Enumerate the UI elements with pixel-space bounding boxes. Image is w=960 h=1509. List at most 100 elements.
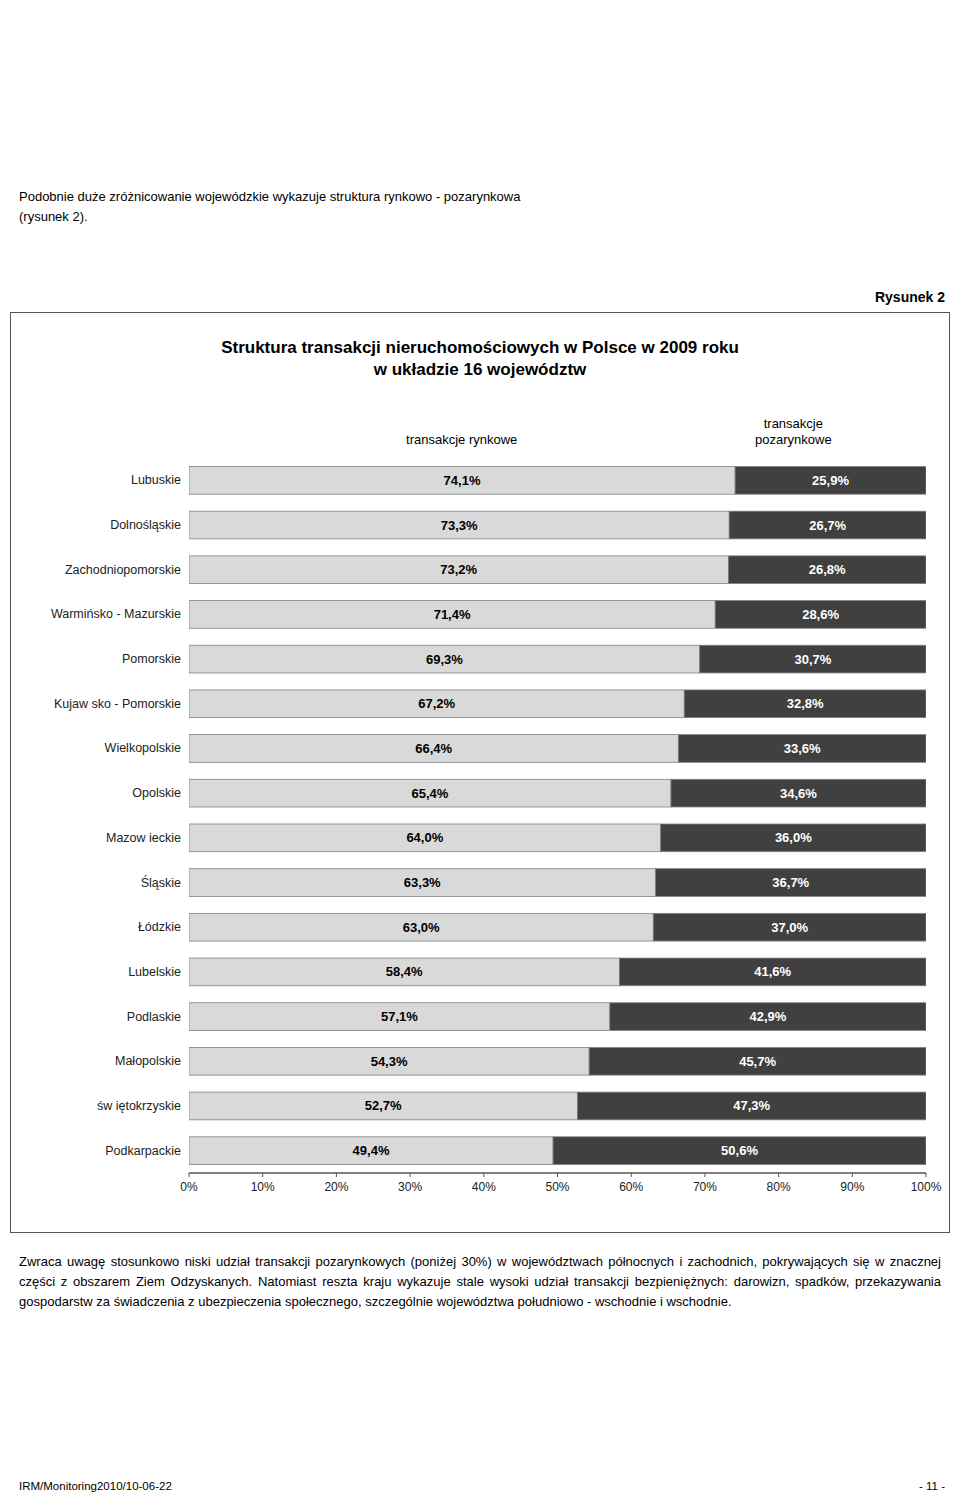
data-label: 45,7%: [739, 1054, 776, 1069]
x-tick-label: 50%: [545, 1180, 569, 1194]
category-label: Zachodniopomorskie: [65, 563, 181, 577]
data-label: 63,0%: [403, 920, 440, 935]
annotation: Rysunek 2: [875, 288, 945, 308]
category-label: Podlaskie: [127, 1010, 181, 1024]
x-tick-label: 0%: [180, 1180, 198, 1194]
data-label: 32,8%: [787, 696, 824, 711]
data-label: 52,7%: [365, 1098, 402, 1113]
x-tick: [852, 1173, 853, 1177]
annotation: IRM/Monitoring2010/10-06-22: [19, 1478, 172, 1494]
data-label: 67,2%: [418, 696, 455, 711]
data-label: 36,0%: [775, 830, 812, 845]
data-label: 73,2%: [440, 562, 477, 577]
x-tick-label: 100%: [911, 1180, 942, 1194]
bar: [189, 690, 684, 718]
bar: [189, 556, 728, 584]
legend-entry: transakcje rynkowe: [406, 432, 517, 447]
bar: [189, 913, 653, 941]
data-label: 65,4%: [412, 786, 449, 801]
data-label: 63,3%: [404, 875, 441, 890]
category-label: Łódzkie: [138, 920, 181, 934]
annotation: (rysunek 2).: [19, 208, 939, 226]
data-label: 73,3%: [441, 518, 478, 533]
bar: [189, 601, 715, 629]
data-label: 71,4%: [434, 607, 471, 622]
category-label: Warmińsko - Mazurskie: [51, 607, 181, 621]
bar: [189, 1137, 553, 1165]
bar: [189, 1092, 577, 1120]
bar: [553, 1137, 926, 1165]
bar: [189, 779, 671, 807]
data-label: 74,1%: [444, 473, 481, 488]
category-label: Lubuskie: [131, 473, 181, 487]
category-label: Dolnośląskie: [110, 518, 181, 532]
legend-entry: transakcjepozarynkowe: [755, 416, 832, 447]
x-tick-label: 80%: [767, 1180, 791, 1194]
x-tick-label: 20%: [324, 1180, 348, 1194]
data-label: 54,3%: [371, 1054, 408, 1069]
bar: [671, 779, 926, 807]
x-tick: [483, 1173, 484, 1177]
data-label: 30,7%: [794, 652, 831, 667]
x-tick-label: 30%: [398, 1180, 422, 1194]
category-label: Lubelskie: [128, 965, 181, 979]
subtitle: w układzie 16 województw: [373, 360, 587, 379]
category-label: Podkarpackie: [105, 1144, 181, 1158]
data-label: 37,0%: [771, 920, 808, 935]
data-label: 36,7%: [772, 875, 809, 890]
data-label: 57,1%: [381, 1009, 418, 1024]
bar: [728, 556, 926, 584]
category-label: Opolskie: [132, 786, 181, 800]
data-labels: 74,1%25,9%73,3%26,7%73,2%26,8%71,4%28,6%…: [353, 473, 850, 1158]
title: Struktura transakcji nieruchomościowych …: [221, 338, 739, 357]
bar: [735, 466, 926, 494]
x-tick: [262, 1173, 263, 1177]
x-tick: [336, 1173, 337, 1177]
data-label: 49,4%: [353, 1143, 390, 1158]
bar: [661, 824, 926, 852]
bar: [189, 958, 619, 986]
data-label: 33,6%: [784, 741, 821, 756]
data-label: 26,8%: [809, 562, 846, 577]
category-label: Pomorskie: [122, 652, 181, 666]
annotation: Zwraca uwagę stosunkowo niski udział tra…: [19, 1252, 941, 1312]
bar: [189, 511, 729, 539]
chart: Struktura transakcji nieruchomościowych …: [11, 313, 949, 1232]
x-tick: [778, 1173, 779, 1177]
annotation: Podobnie duże zróżnicowanie wojewódzkie …: [19, 188, 939, 206]
x-tick: [926, 1173, 927, 1177]
annotation: - 11 -: [919, 1478, 945, 1494]
bar: [189, 1003, 610, 1031]
bars: [189, 466, 926, 1164]
data-label: 66,4%: [415, 741, 452, 756]
x-tick-label: 10%: [251, 1180, 275, 1194]
bar: [589, 1047, 926, 1075]
x-tick-label: 70%: [693, 1180, 717, 1194]
data-label: 69,3%: [426, 652, 463, 667]
bar: [189, 1047, 589, 1075]
bar: [189, 466, 735, 494]
data-label: 42,9%: [749, 1009, 786, 1024]
bar: [656, 869, 926, 897]
data-label: 28,6%: [802, 607, 839, 622]
data-label: 25,9%: [812, 473, 849, 488]
data-label: 47,3%: [733, 1098, 770, 1113]
bar: [189, 735, 678, 763]
bar: [684, 690, 926, 718]
category-label: Śląskie: [141, 875, 181, 890]
category-label: Mazow ieckie: [106, 831, 181, 845]
data-label: 41,6%: [754, 964, 791, 979]
data-label: 34,6%: [780, 786, 817, 801]
category-label: św iętokrzyskie: [97, 1099, 181, 1113]
data-label: 58,4%: [386, 964, 423, 979]
data-label: 64,0%: [406, 830, 443, 845]
bar: [715, 601, 926, 629]
x-tick-label: 40%: [472, 1180, 496, 1194]
bar: [577, 1092, 926, 1120]
bar: [653, 913, 926, 941]
bar: [610, 1003, 926, 1031]
bar: [189, 824, 661, 852]
bar: [678, 735, 926, 763]
x-tick-label: 90%: [840, 1180, 864, 1194]
x-tick: [631, 1173, 632, 1177]
